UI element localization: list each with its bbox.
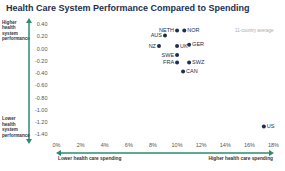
svg-text:AUS: AUS [151, 32, 163, 38]
svg-text:2%: 2% [77, 142, 85, 148]
svg-text:SWE: SWE [162, 52, 175, 58]
svg-text:-0.20: -0.20 [35, 58, 48, 64]
svg-text:0.00: 0.00 [37, 46, 48, 52]
svg-text:-1.20: -1.20 [35, 119, 48, 125]
svg-text:US: US [267, 123, 275, 129]
svg-text:0.20: 0.20 [37, 33, 48, 39]
svg-text:SWZ: SWZ [192, 59, 205, 65]
svg-text:18%: 18% [268, 142, 279, 148]
svg-text:0%: 0% [53, 142, 61, 148]
html-text:Health Care System Performance: Health Care System Performance Compared … [6, 3, 250, 13]
svg-text:10%: 10% [172, 142, 183, 148]
svg-text:-1.00: -1.00 [35, 107, 48, 113]
svg-text:16%: 16% [244, 142, 255, 148]
svg-text:CAN: CAN [186, 68, 198, 74]
html-text:Higher health system performan: Higher health system performance [2, 20, 30, 42]
svg-text:12%: 12% [196, 142, 207, 148]
svg-text:NOR: NOR [187, 27, 199, 33]
svg-text:NZ: NZ [149, 43, 157, 49]
svg-text:GER: GER [192, 41, 204, 47]
svg-text:-1.40: -1.40 [35, 131, 48, 137]
svg-text:-0.40: -0.40 [35, 70, 48, 76]
svg-text:11-country average: 11-country average [235, 28, 274, 33]
svg-text:FRA: FRA [163, 59, 174, 65]
html-text:Lower health care spending: Lower health care spending [58, 156, 122, 161]
svg-text:14%: 14% [220, 142, 231, 148]
svg-text:4%: 4% [101, 142, 109, 148]
svg-text:8%: 8% [149, 142, 157, 148]
svg-text:NETH: NETH [159, 27, 175, 34]
svg-text:0.40: 0.40 [37, 21, 48, 27]
svg-text:-0.60: -0.60 [35, 82, 48, 88]
svg-text:-0.80: -0.80 [35, 95, 48, 101]
svg-text:UK: UK [180, 43, 188, 49]
html-text:Higher health care spending: Higher health care spending [208, 156, 273, 161]
svg-text:6%: 6% [125, 142, 133, 148]
html-text:Lower health system performanc: Lower health system performance [2, 116, 30, 138]
